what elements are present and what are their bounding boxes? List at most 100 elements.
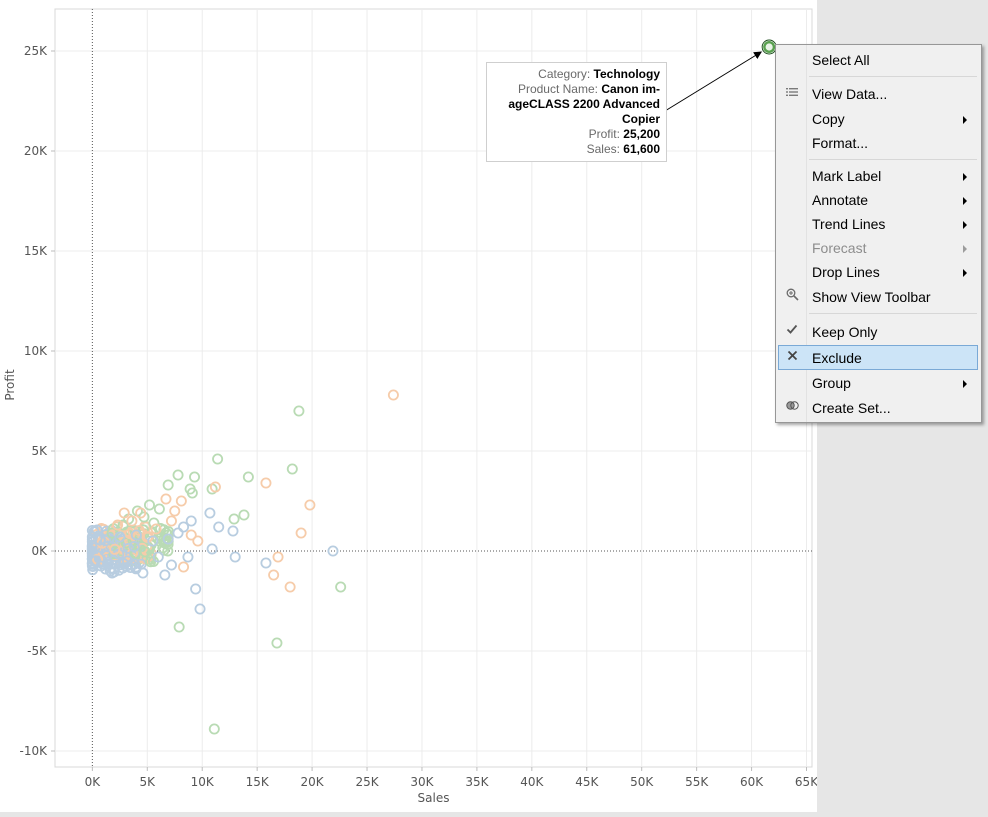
scatter-point: [327, 545, 339, 557]
menu-item-label: Drop Lines: [812, 264, 880, 280]
submenu-arrow-icon: [963, 173, 967, 181]
scatter-point: [91, 524, 103, 536]
scatter-point: [129, 548, 141, 560]
scatter-point: [172, 469, 184, 481]
menu-item-label: Show View Toolbar: [812, 289, 931, 305]
scatter-point: [228, 513, 240, 525]
scatter-point: [109, 543, 121, 555]
scatter-point: [124, 528, 136, 540]
set-icon: [784, 399, 800, 415]
menu-item-create-set[interactable]: Create Set...: [778, 396, 977, 420]
scatter-point: [175, 495, 187, 507]
menu-item-label: View Data...: [812, 86, 888, 102]
tooltip-category-value: Technology: [593, 67, 660, 81]
scatter-point: [194, 603, 206, 615]
scatter-plot[interactable]: 0K 5K 10K 15K 20K 25K 30K 35K 40K 45K 50K 55K 60K 65K…: [0, 0, 817, 812]
scatter-point: [173, 621, 185, 633]
scatter-point: [209, 481, 221, 493]
menu-item-label: Copy: [812, 111, 845, 127]
y-tick-label: 0K: [31, 544, 48, 558]
mark-tooltip: Category: Technology Product Name: Canon…: [486, 62, 667, 162]
scatter-point: [172, 527, 184, 539]
menu-item-keep-only[interactable]: Keep Only: [778, 320, 977, 344]
scatter-point: [118, 507, 130, 519]
annotation-arrow: [664, 51, 763, 112]
scatter-point: [212, 453, 224, 465]
scatter-point: [227, 525, 239, 537]
menu-item-select-all[interactable]: Select All: [778, 48, 977, 72]
scatter-point: [238, 509, 250, 521]
scatter-point: [242, 471, 254, 483]
scatter-point: [165, 559, 177, 571]
menu-item-view-data[interactable]: View Data...: [778, 82, 977, 106]
scatter-point: [112, 519, 124, 531]
x-tick-label: 10K: [191, 775, 215, 789]
x-icon: [784, 349, 800, 365]
tooltip-category-key: Category:: [538, 67, 591, 81]
menu-item-mark-label[interactable]: Mark Label: [778, 164, 977, 188]
menu-item-label: Keep Only: [812, 324, 878, 340]
menu-separator: [809, 159, 977, 160]
scatter-point: [162, 479, 174, 491]
submenu-arrow-icon: [963, 380, 967, 388]
menu-item-label: Exclude: [812, 350, 862, 366]
scatter-point: [229, 551, 241, 563]
scatter-point: [122, 555, 134, 567]
tooltip-product-value-line3: Copier: [621, 112, 660, 126]
x-tick-label: 50K: [630, 775, 654, 789]
scatter-point: [143, 499, 155, 511]
menu-item-group[interactable]: Group: [778, 371, 977, 395]
x-tick-label: 25K: [355, 775, 379, 789]
scatter-point: [94, 534, 106, 546]
menu-item-exclude[interactable]: Exclude: [778, 345, 978, 370]
y-tick-label: -10K: [20, 744, 49, 758]
menu-item-label: Format...: [812, 135, 869, 151]
zoom-icon: [784, 288, 800, 304]
scatter-point: [148, 517, 160, 529]
x-tick-label: 45K: [575, 775, 599, 789]
menu-item-format[interactable]: Format...: [778, 131, 977, 155]
menu-item-annotate[interactable]: Annotate: [778, 188, 977, 212]
menu-item-label: Create Set...: [812, 400, 891, 416]
x-tick-label: 15K: [246, 775, 270, 789]
tooltip-product-key: Product Name:: [517, 82, 598, 96]
menu-item-label: Forecast: [812, 240, 867, 256]
scatter-point: [190, 583, 202, 595]
tooltip-product-value-line2: ageCLASS 2200 Advanced: [508, 97, 660, 111]
scatter-point: [152, 551, 164, 563]
menu-item-label: Trend Lines: [812, 216, 886, 232]
tooltip-profit-key: Profit:: [588, 127, 620, 141]
menu-item-drop-lines[interactable]: Drop Lines: [778, 260, 977, 284]
x-tick-label: 0K: [85, 775, 102, 789]
menu-item-show-view-toolbar[interactable]: Show View Toolbar: [778, 285, 977, 309]
menu-item-forecast: Forecast: [778, 236, 977, 260]
scatter-point: [128, 540, 140, 552]
tooltip-sales-key: Sales:: [586, 142, 620, 156]
menu-item-copy[interactable]: Copy: [778, 107, 977, 131]
submenu-arrow-icon: [963, 245, 967, 253]
x-tick-label: 5K: [140, 775, 157, 789]
submenu-arrow-icon: [963, 116, 967, 124]
scatter-point: [182, 551, 194, 563]
menu-item-trend-lines[interactable]: Trend Lines: [778, 212, 977, 236]
menu-separator: [809, 313, 977, 314]
scatter-point: [100, 563, 112, 575]
x-tick-label: 65K: [795, 775, 817, 789]
scatter-point: [126, 515, 138, 527]
scatter-point: [150, 523, 162, 535]
scatter-point: [162, 533, 174, 545]
x-tick-label: 55K: [685, 775, 709, 789]
submenu-arrow-icon: [963, 269, 967, 277]
scatter-point: [169, 505, 181, 517]
plot-area: [54, 8, 813, 768]
scatter-point: [157, 542, 169, 554]
scatter-point: [208, 723, 220, 735]
x-tick-label: 30K: [410, 775, 434, 789]
scatter-point: [137, 567, 149, 579]
x-axis-title: Sales: [418, 791, 450, 805]
scatter-point: [139, 546, 151, 558]
y-tick-label: 5K: [31, 444, 48, 458]
submenu-arrow-icon: [963, 197, 967, 205]
scatter-point: [335, 581, 347, 593]
scatter-point: [127, 535, 139, 547]
